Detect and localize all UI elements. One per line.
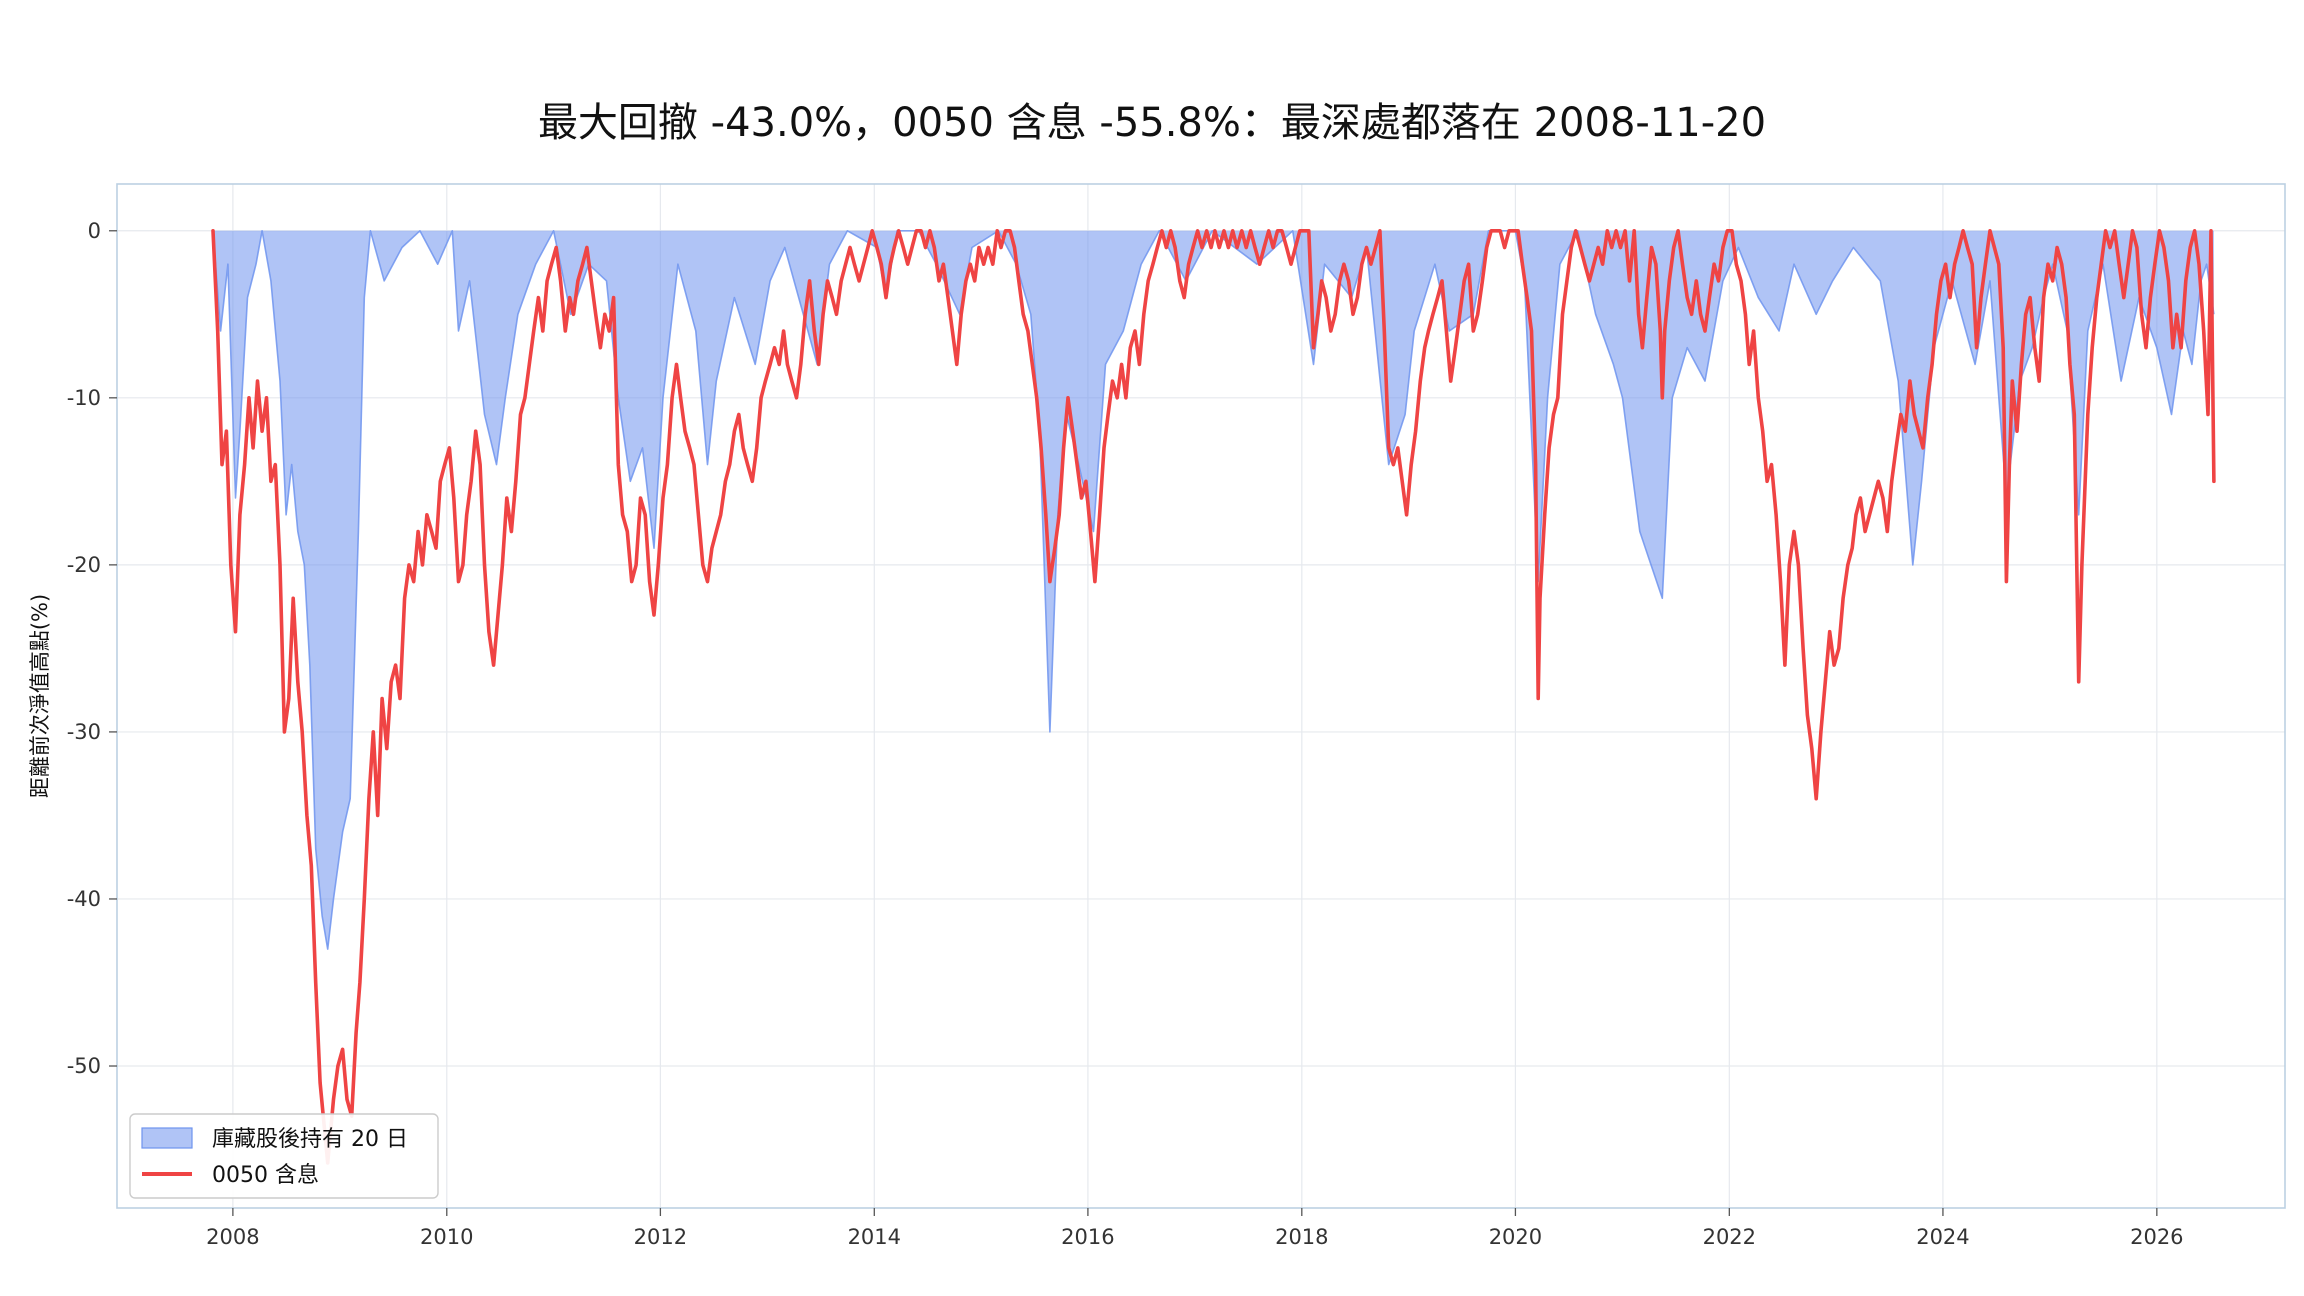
series-area-fill (213, 230, 2214, 950)
legend-swatch-area (141, 1127, 193, 1149)
legend-box (129, 1113, 439, 1199)
y-tick-label: -30 (67, 720, 101, 744)
x-tick-label: 2026 (2130, 1225, 2183, 1249)
x-tick-label: 2008 (206, 1225, 259, 1249)
y-tick-label: 0 (88, 219, 101, 243)
series-line (211, 229, 2216, 1165)
legend-label-area: 庫藏股後持有 20 日 (212, 1127, 408, 1152)
y-tick-label: -40 (67, 887, 101, 911)
x-tick-label: 2014 (848, 1225, 901, 1249)
legend: 庫藏股後持有 20 日 0050 含息 (129, 1113, 439, 1199)
x-tick-label: 2024 (1916, 1225, 1969, 1249)
x-tick-label: 2022 (1703, 1225, 1756, 1249)
y-tick-label: -50 (67, 1054, 101, 1078)
x-tick-label: 2020 (1489, 1225, 1542, 1249)
legend-label-line: 0050 含息 (212, 1163, 319, 1188)
y-tick-label: -10 (67, 386, 101, 410)
x-tick-label: 2012 (634, 1225, 687, 1249)
y-axis: 0 -10 -20 -30 -40 -50 (67, 219, 117, 1078)
plot-area (211, 229, 2216, 1165)
x-tick-label: 2010 (420, 1225, 473, 1249)
y-axis-label: 距離前次淨值高點(%) (28, 594, 52, 798)
y-tick-label: -20 (67, 553, 101, 577)
x-axis: 2008 2010 2012 2014 2016 2018 2020 2022 2024 2026 (206, 1208, 2184, 1249)
x-tick-label: 2018 (1275, 1225, 1328, 1249)
chart-title: 最大回撤 -43.0%，0050 含息 -55.8%：最深處都落在 2008-1… (538, 100, 1766, 146)
plot-frame (116, 183, 2286, 1209)
x-tick-label: 2016 (1061, 1225, 1114, 1249)
